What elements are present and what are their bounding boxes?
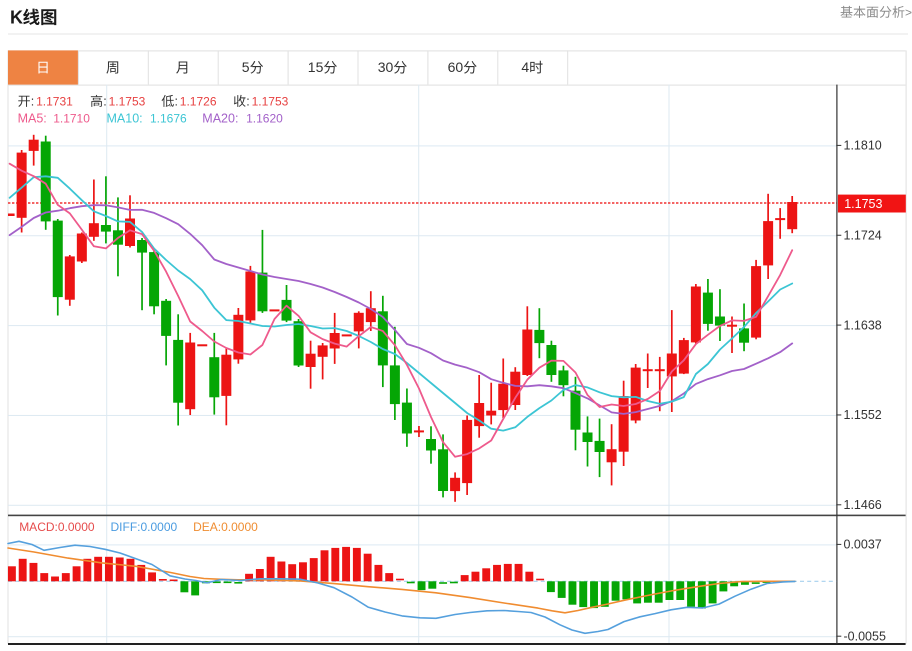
svg-text:MA5:: MA5: <box>18 112 47 126</box>
svg-text:DIFF:0.0000: DIFF:0.0000 <box>111 520 178 534</box>
svg-text:0.0037: 0.0037 <box>844 538 882 552</box>
svg-text:1.1753: 1.1753 <box>109 94 146 108</box>
svg-text::: : <box>103 94 106 108</box>
svg-text::: : <box>246 94 249 108</box>
svg-text:15: 15 <box>308 59 324 75</box>
svg-text:1.1676: 1.1676 <box>150 112 187 126</box>
svg-text:1.1753: 1.1753 <box>844 197 882 211</box>
svg-text:>: > <box>905 5 912 19</box>
svg-text:30: 30 <box>378 59 394 75</box>
svg-text:60: 60 <box>448 59 464 75</box>
svg-text:5: 5 <box>242 59 250 75</box>
svg-text::: : <box>175 94 178 108</box>
svg-text:1.1724: 1.1724 <box>844 229 882 243</box>
svg-text:DEA:0.0000: DEA:0.0000 <box>193 520 258 534</box>
svg-text:MA20:: MA20: <box>202 112 238 126</box>
svg-text:1.1710: 1.1710 <box>53 112 90 126</box>
svg-text:1.1552: 1.1552 <box>844 408 882 422</box>
svg-text:1.1638: 1.1638 <box>844 318 882 332</box>
svg-text:1.1753: 1.1753 <box>252 94 289 108</box>
svg-text:-0.0055: -0.0055 <box>844 630 886 644</box>
svg-text:1.1466: 1.1466 <box>844 498 882 512</box>
svg-text:1.1731: 1.1731 <box>36 94 73 108</box>
svg-text::: : <box>31 94 34 108</box>
svg-text:1.1620: 1.1620 <box>246 112 283 126</box>
svg-text:MA10:: MA10: <box>107 112 143 126</box>
svg-text:MACD:0.0000: MACD:0.0000 <box>19 520 95 534</box>
svg-text:1.1726: 1.1726 <box>180 94 217 108</box>
svg-text:K: K <box>10 8 23 28</box>
svg-text:1.1810: 1.1810 <box>844 139 882 153</box>
svg-text:4: 4 <box>521 59 529 75</box>
